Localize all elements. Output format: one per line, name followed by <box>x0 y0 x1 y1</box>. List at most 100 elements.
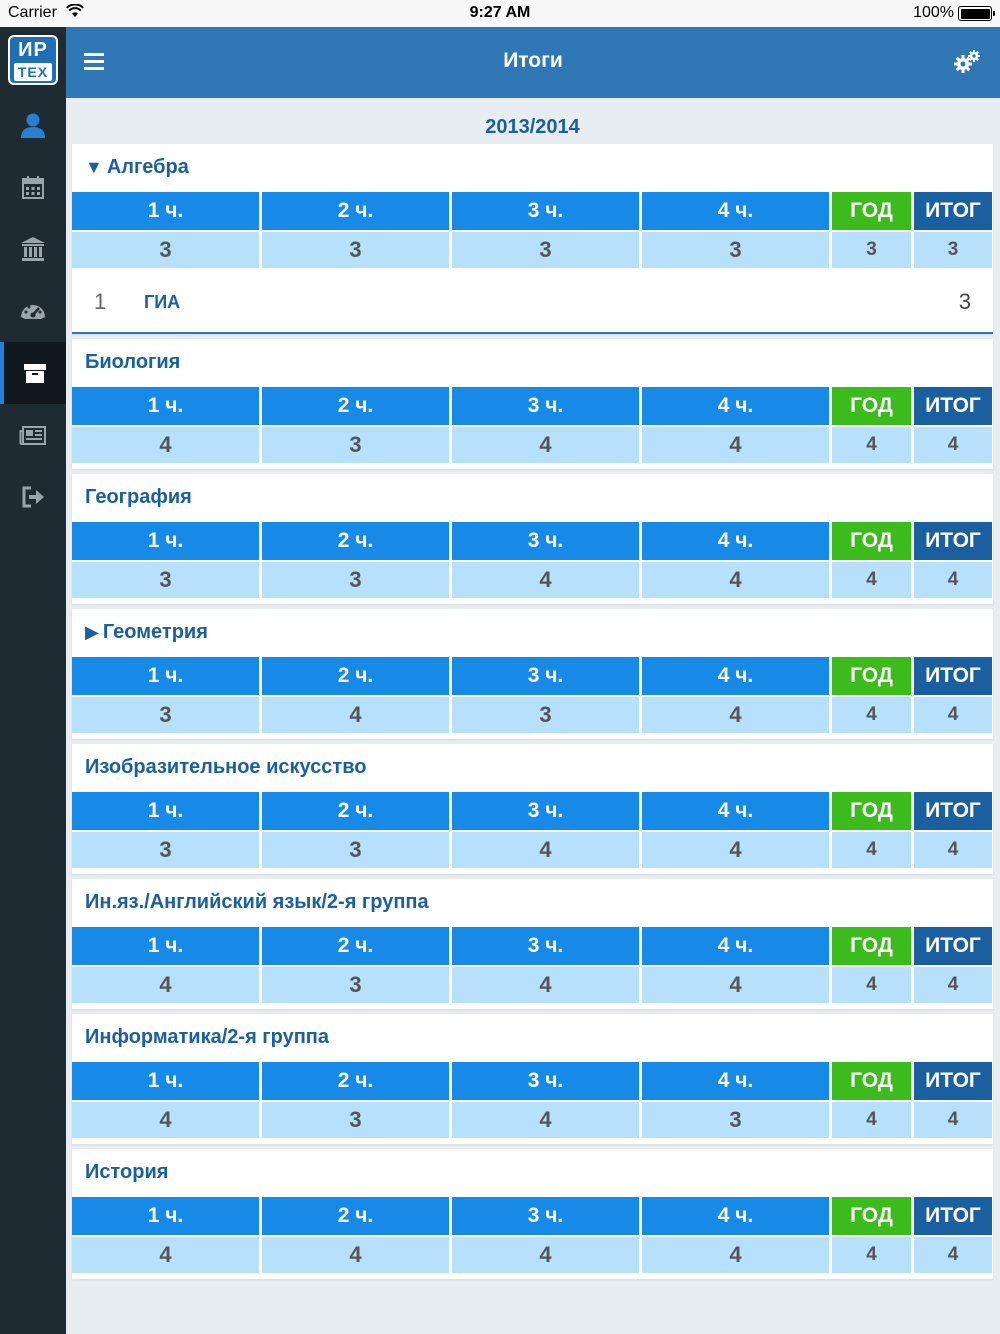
grade-value[interactable]: 4 <box>72 427 259 463</box>
grade-value[interactable]: 4 <box>914 967 992 1003</box>
period-header: 1 ч. <box>72 1062 259 1100</box>
grade-value[interactable]: 4 <box>642 562 829 598</box>
subject-title[interactable]: История <box>72 1149 993 1197</box>
grade-value[interactable]: 4 <box>832 1102 911 1138</box>
grade-value[interactable]: 4 <box>452 967 639 1003</box>
subject-title[interactable]: Биология <box>72 339 993 387</box>
grade-value[interactable]: 4 <box>914 427 992 463</box>
grade-value[interactable]: 4 <box>72 1237 259 1273</box>
grade-value[interactable]: 4 <box>832 832 911 868</box>
grade-value[interactable]: 4 <box>832 967 911 1003</box>
subject-card[interactable]: Ин.яз./Английский язык/2-я группа 1 ч. 2 ч… <box>72 879 993 1009</box>
grade-value[interactable]: 4 <box>642 967 829 1003</box>
hamburger-menu-icon[interactable] <box>80 47 110 77</box>
card-bottom-padding <box>72 868 993 874</box>
subject-card[interactable]: Биология 1 ч. 2 ч. 3 ч. 4 ч. ГОД ИТОГ 4 3 4 4 4 4 <box>72 339 993 469</box>
grade-value[interactable]: 3 <box>72 697 259 733</box>
sidebar-item-calendar[interactable] <box>0 156 66 218</box>
sidebar-item-archive[interactable] <box>0 342 66 404</box>
sidebar-item-dashboard[interactable] <box>0 280 66 342</box>
grade-value[interactable]: 4 <box>452 832 639 868</box>
period-header: 4 ч. <box>642 1197 829 1235</box>
period-header: 1 ч. <box>72 657 259 695</box>
period-header: 3 ч. <box>452 192 639 230</box>
grade-value[interactable]: 3 <box>262 232 449 268</box>
grade-value[interactable]: 4 <box>452 562 639 598</box>
grade-value[interactable]: 4 <box>262 1237 449 1273</box>
subject-name: География <box>85 486 192 508</box>
grade-value[interactable]: 3 <box>642 1102 829 1138</box>
grade-value[interactable]: 4 <box>262 697 449 733</box>
grade-value[interactable]: 4 <box>832 427 911 463</box>
period-header: 3 ч. <box>452 657 639 695</box>
grade-value[interactable]: 4 <box>832 697 911 733</box>
card-bottom-padding <box>72 463 993 469</box>
grade-value[interactable]: 3 <box>262 832 449 868</box>
grade-value[interactable]: 4 <box>452 1237 639 1273</box>
grade-value[interactable]: 4 <box>914 1237 992 1273</box>
subject-title[interactable]: ▼ Алгебра <box>72 144 993 192</box>
subject-title[interactable]: Изобразительное искусство <box>72 744 993 792</box>
period-header: 2 ч. <box>262 792 449 830</box>
grade-value[interactable]: 3 <box>832 232 911 268</box>
grade-value[interactable]: 4 <box>642 832 829 868</box>
grade-value[interactable]: 3 <box>262 967 449 1003</box>
card-bottom-padding <box>72 733 993 739</box>
period-header-row: 1 ч. 2 ч. 3 ч. 4 ч. ГОД ИТОГ <box>72 522 993 562</box>
app-logo[interactable]: ИР ТЕХ <box>8 35 58 85</box>
grade-value[interactable]: 3 <box>914 232 992 268</box>
grade-value[interactable]: 3 <box>452 697 639 733</box>
grade-value[interactable]: 4 <box>832 1237 911 1273</box>
subject-card[interactable]: География 1 ч. 2 ч. 3 ч. 4 ч. ГОД ИТОГ 3 3 4 4 4 4 <box>72 474 993 604</box>
triangle-down-icon[interactable]: ▼ <box>85 157 103 177</box>
settings-gears-icon[interactable] <box>952 47 982 77</box>
grade-value[interactable]: 4 <box>914 697 992 733</box>
subject-title[interactable]: Информатика/2-я группа <box>72 1014 993 1062</box>
subject-card[interactable]: Изобразительное искусство 1 ч. 2 ч. 3 ч. 4 ч… <box>72 744 993 874</box>
grade-value[interactable]: 4 <box>72 1102 259 1138</box>
grade-value[interactable]: 3 <box>262 1102 449 1138</box>
subject-title[interactable]: ▶ Геометрия <box>72 609 993 657</box>
triangle-right-icon[interactable]: ▶ <box>85 622 99 642</box>
subject-name: Алгебра <box>106 156 189 178</box>
grade-value[interactable]: 3 <box>72 832 259 868</box>
sidebar-item-school[interactable] <box>0 218 66 280</box>
grade-value[interactable]: 4 <box>452 427 639 463</box>
grade-value[interactable]: 3 <box>262 562 449 598</box>
bank-icon <box>21 237 45 261</box>
subject-card[interactable]: ▶ Геометрия 1 ч. 2 ч. 3 ч. 4 ч. ГОД ИТОГ 3 4 3 4 4 4 <box>72 609 993 739</box>
exam-row[interactable]: 1 ГИА 3 <box>72 268 993 334</box>
grade-value[interactable]: 4 <box>914 1102 992 1138</box>
top-bar: Итоги <box>66 27 1000 98</box>
sidebar-item-news[interactable] <box>0 404 66 466</box>
subject-title[interactable]: География <box>72 474 993 522</box>
grade-value[interactable]: 4 <box>452 1102 639 1138</box>
sidebar-item-profile[interactable] <box>0 94 66 156</box>
calendar-icon <box>22 176 44 199</box>
grades-grid: 1 ч. 2 ч. 3 ч. 4 ч. ГОД ИТОГ 3 3 3 3 3 3 <box>72 192 993 268</box>
wifi-icon <box>66 4 84 17</box>
grade-value[interactable]: 4 <box>832 562 911 598</box>
subject-card[interactable]: Информатика/2-я группа 1 ч. 2 ч. 3 ч. 4 ч. ГО… <box>72 1014 993 1144</box>
subject-card[interactable]: ▼ Алгебра 1 ч. 2 ч. 3 ч. 4 ч. ГОД ИТОГ 3 3 3 3 3 3 1 ГИ… <box>72 144 993 334</box>
subject-card[interactable]: История 1 ч. 2 ч. 3 ч. 4 ч. ГОД ИТОГ 4 4 4 4 4 4 <box>72 1149 993 1279</box>
grade-value[interactable]: 4 <box>642 1237 829 1273</box>
grade-value[interactable]: 3 <box>642 232 829 268</box>
grade-value[interactable]: 4 <box>642 427 829 463</box>
period-header: ГОД <box>832 1197 911 1235</box>
period-header: 3 ч. <box>452 387 639 425</box>
grade-value[interactable]: 4 <box>72 967 259 1003</box>
sidebar-item-logout[interactable] <box>0 466 66 528</box>
grade-value[interactable]: 4 <box>914 832 992 868</box>
subject-title[interactable]: Ин.яз./Английский язык/2-я группа <box>72 879 993 927</box>
grade-value[interactable]: 3 <box>262 427 449 463</box>
grade-value[interactable]: 4 <box>914 562 992 598</box>
period-header: ИТОГ <box>914 1197 992 1235</box>
grade-value[interactable]: 4 <box>642 697 829 733</box>
grade-value[interactable]: 3 <box>72 232 259 268</box>
grade-value[interactable]: 3 <box>452 232 639 268</box>
grade-value[interactable]: 3 <box>72 562 259 598</box>
